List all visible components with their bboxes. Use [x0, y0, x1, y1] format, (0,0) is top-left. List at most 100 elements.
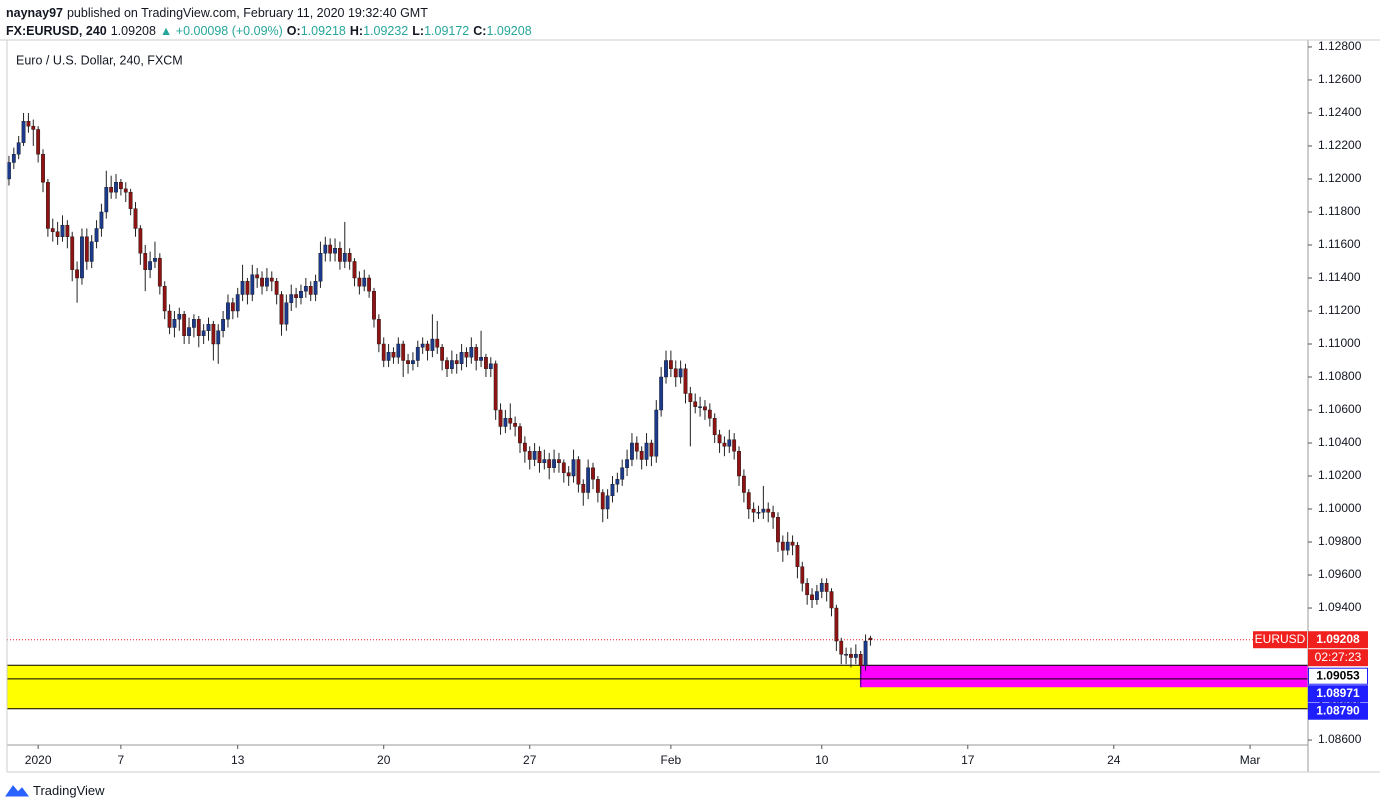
candle-body: [89, 241, 94, 262]
candle-body: [440, 347, 445, 361]
candle-body: [284, 302, 289, 325]
y-tick-label: 1.11800: [1318, 204, 1361, 218]
candle-body: [240, 281, 245, 295]
candle-body: [245, 281, 250, 295]
candle-body: [216, 330, 221, 345]
candle-body: [381, 343, 386, 361]
level-box: [1308, 667, 1368, 685]
y-tick-label: 1.10000: [1318, 501, 1362, 515]
candle-body: [488, 363, 493, 369]
x-tick-label: 24: [1107, 753, 1121, 767]
candle-body: [615, 479, 620, 485]
candle-body: [192, 319, 196, 328]
candle-body: [289, 294, 294, 303]
candle-body: [211, 323, 216, 345]
candle-body: [357, 277, 362, 287]
candle-body: [780, 541, 785, 551]
candle-body: [372, 290, 376, 320]
candle-body: [157, 257, 162, 287]
candle-body: [678, 368, 683, 378]
y-tick-label: 1.08600: [1318, 732, 1362, 746]
candle-body: [571, 459, 576, 477]
candle-body: [265, 277, 269, 287]
candle-body: [391, 352, 396, 358]
candle-body: [21, 121, 26, 143]
candle-body: [673, 368, 678, 378]
candle-body: [746, 492, 751, 510]
y-tick-label: 1.10200: [1318, 468, 1362, 482]
candle-body: [810, 594, 814, 600]
candle-body: [644, 442, 649, 460]
y-tick-label: 1.10400: [1318, 435, 1362, 449]
countdown-label: 02:27:23: [1315, 650, 1362, 664]
level-box: [1308, 702, 1368, 720]
candle-body: [683, 368, 688, 394]
candle-body: [581, 484, 586, 493]
candle-body: [625, 459, 629, 468]
candle-body: [138, 228, 143, 254]
candle-body: [114, 182, 118, 193]
candle-body: [868, 637, 873, 640]
candle-body: [172, 319, 177, 328]
candle-body: [36, 129, 41, 155]
level-box: [1308, 685, 1368, 703]
candle-body: [537, 451, 542, 464]
candle-body: [639, 451, 644, 460]
candle-body: [308, 286, 313, 295]
candle-body: [459, 352, 464, 364]
level-label: 1.08971: [1316, 686, 1360, 700]
header: naynay97 published on TradingView.com, Fe…: [6, 4, 532, 40]
candle-body: [542, 459, 547, 464]
candle-body: [75, 269, 79, 279]
candle-body: [45, 182, 50, 229]
publish-info: published on TradingView.com, February 1…: [66, 6, 428, 20]
candle-body: [80, 236, 84, 279]
candle-body: [785, 541, 790, 551]
x-tick-label: 10: [815, 753, 829, 767]
candle-body: [761, 508, 766, 513]
candle-body: [31, 125, 36, 130]
candle-body: [299, 290, 303, 298]
candle-body: [815, 591, 819, 600]
candle-body: [829, 591, 834, 609]
candle-body: [235, 294, 240, 312]
candle-body: [415, 347, 420, 361]
candle-body: [201, 330, 206, 336]
candle-body: [323, 244, 328, 254]
candle-body: [11, 154, 16, 163]
price-box: [1308, 631, 1368, 649]
ohlc-value: 1.09232: [363, 24, 409, 38]
y-tick-label: 1.09600: [1318, 567, 1362, 581]
candle-body: [547, 459, 552, 468]
change: ▲ +0.00098 (+0.09%): [159, 24, 283, 38]
candle-body: [60, 224, 65, 237]
candle-body: [751, 508, 756, 513]
y-tick-label: 1.11200: [1318, 303, 1361, 317]
candle-body: [133, 208, 138, 229]
candle-body: [727, 439, 732, 447]
candle-body: [206, 323, 211, 331]
candle-body: [269, 277, 274, 282]
candle-body: [255, 274, 260, 279]
symbol: FX:EURUSD, 240: [6, 24, 107, 38]
candle-body: [143, 253, 148, 270]
candle-body: [853, 654, 858, 658]
y-tick-label: 1.12200: [1318, 138, 1362, 152]
candle-body: [566, 472, 571, 477]
candle-body: [338, 248, 342, 262]
candle-body: [776, 517, 780, 543]
candle-body: [50, 228, 55, 232]
candle-body: [819, 583, 824, 592]
candle-body: [376, 319, 381, 345]
candle-body: [858, 654, 863, 666]
candle-body: [333, 248, 337, 254]
candle-body: [469, 347, 474, 358]
candle-body: [153, 257, 157, 262]
candle-body: [586, 467, 591, 493]
candle-body: [654, 409, 659, 457]
candle-body: [118, 182, 123, 190]
candle-body: [498, 409, 503, 427]
candle-body: [41, 154, 45, 183]
